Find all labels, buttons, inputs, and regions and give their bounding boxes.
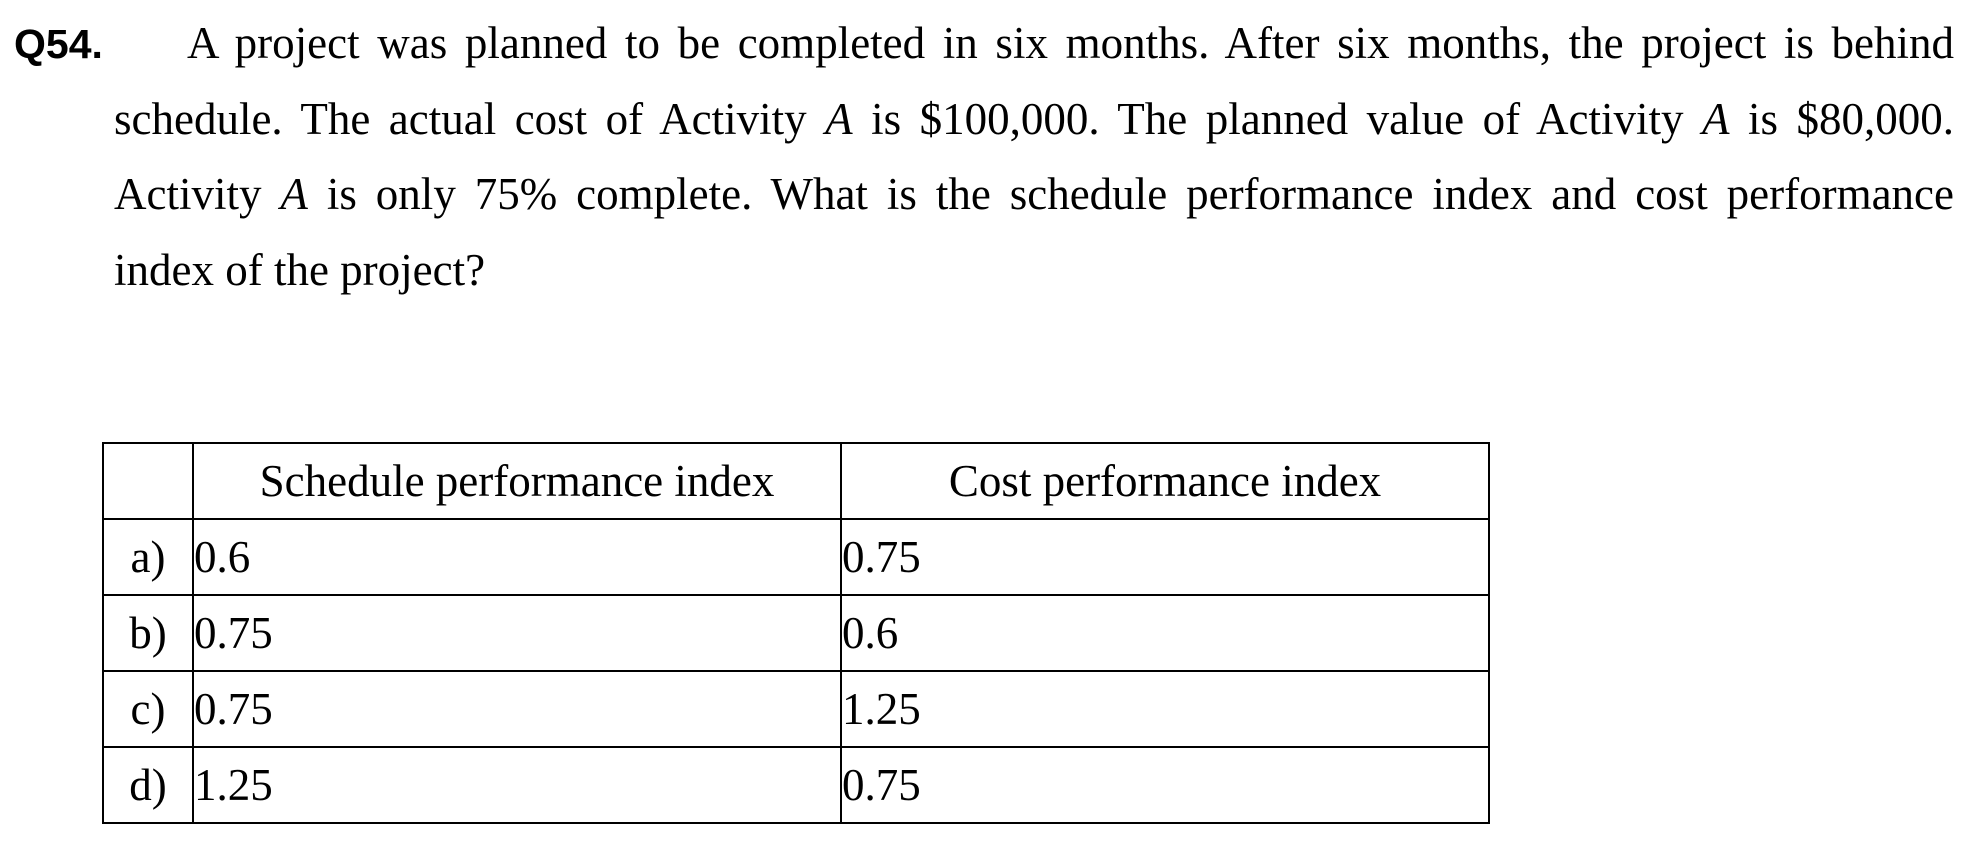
option-row-c[interactable]: c) 0.75 1.25	[102, 670, 1490, 748]
option-letter: c)	[102, 670, 194, 748]
option-letter: a)	[102, 518, 194, 596]
cpi-value: 0.75	[840, 746, 1490, 824]
question-block: Q54. A project was planned to be complet…	[14, 6, 1954, 308]
activity-variable: A	[1702, 93, 1730, 144]
option-row-b[interactable]: b) 0.75 0.6	[102, 594, 1490, 672]
blank-header-cell	[102, 442, 194, 520]
spi-value: 0.75	[192, 670, 842, 748]
option-letter: d)	[102, 746, 194, 824]
question-number: Q54.	[14, 21, 103, 67]
question-text-part: is $80,000. Activity	[114, 93, 1955, 220]
spi-value: 0.75	[192, 594, 842, 672]
question-text-part: A project was planned to be completed in…	[114, 18, 1954, 144]
option-row-a[interactable]: a) 0.6 0.75	[102, 518, 1490, 596]
option-letter: b)	[102, 594, 194, 672]
activity-variable: A	[825, 93, 853, 144]
question-text-part: is only 75% complete. What is the schedu…	[114, 169, 1954, 295]
question-text: A project was planned to be completed in…	[14, 6, 1954, 308]
cpi-value: 0.75	[840, 518, 1490, 596]
answer-options-table: Schedule performance index Cost performa…	[102, 442, 1490, 824]
cpi-value: 0.6	[840, 594, 1490, 672]
question-text-part: is $100,000. The planned value of Activi…	[852, 93, 1703, 144]
cpi-value: 1.25	[840, 670, 1490, 748]
activity-variable: A	[280, 169, 308, 219]
spi-value: 1.25	[192, 746, 842, 824]
schedule-performance-index-header: Schedule performance index	[192, 442, 842, 520]
spi-value: 0.6	[192, 518, 842, 596]
table-header-row: Schedule performance index Cost performa…	[102, 442, 1490, 520]
option-row-d[interactable]: d) 1.25 0.75	[102, 746, 1490, 824]
cost-performance-index-header: Cost performance index	[840, 442, 1490, 520]
